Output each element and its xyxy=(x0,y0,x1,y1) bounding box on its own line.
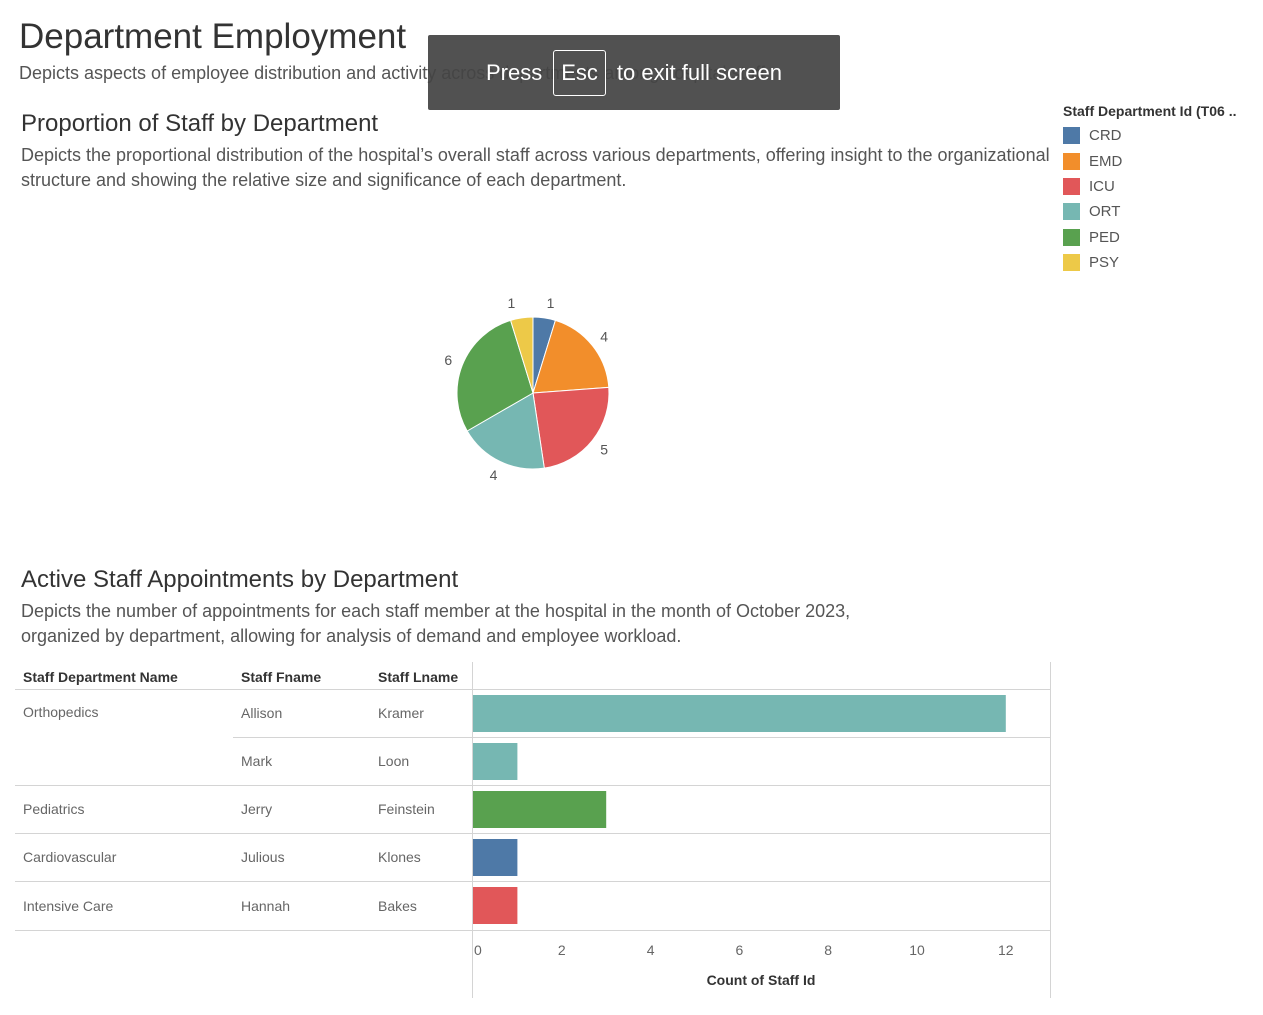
legend-swatch xyxy=(1063,177,1080,195)
x-tick-label: 4 xyxy=(647,942,655,958)
legend-label: EMD xyxy=(1089,152,1123,170)
row-4-lname[interactable]: Klones xyxy=(378,849,421,865)
legend-swatch xyxy=(1063,203,1080,221)
legend-item-icu[interactable]: ICU xyxy=(1063,174,1236,199)
row-2-lname[interactable]: Loon xyxy=(378,753,410,769)
bar-row-4[interactable] xyxy=(473,839,518,876)
row-5-lname[interactable]: Bakes xyxy=(378,898,417,914)
fullscreen-exit-banner: Press Esc to exit full screen xyxy=(428,35,840,110)
x-tick-label: 2 xyxy=(558,942,566,958)
department-legend[interactable]: Staff Department Id (T06 .. CRD EMD ICU … xyxy=(1063,103,1236,275)
esc-key-icon: Esc xyxy=(553,49,606,96)
legend-swatch xyxy=(1063,228,1080,246)
banner-exit-text: to exit full screen xyxy=(616,59,782,85)
bar-row-3[interactable] xyxy=(473,791,607,828)
legend-title[interactable]: Staff Department Id (T06 .. xyxy=(1063,103,1237,119)
row-3-department[interactable]: Pediatrics xyxy=(23,801,85,817)
x-axis-title[interactable]: Count of Staff Id xyxy=(707,972,816,988)
column-header-lname[interactable]: Staff Lname xyxy=(378,669,459,685)
x-tick-label: 12 xyxy=(998,942,1014,958)
legend-item-ped[interactable]: PED xyxy=(1063,225,1236,250)
appointments-section-description-line1: Depicts the number of appointments for e… xyxy=(21,601,851,621)
x-tick-label: 8 xyxy=(824,942,832,958)
legend-label: ICU xyxy=(1089,177,1115,195)
proportion-section-description: Depicts the proportional distribution of… xyxy=(21,145,1050,190)
bar-row-2[interactable] xyxy=(473,743,518,780)
legend-label: PED xyxy=(1089,228,1120,246)
proportion-section-title: Proportion of Staff by Department xyxy=(21,110,379,137)
legend-swatch xyxy=(1063,152,1080,170)
x-tick-label: 10 xyxy=(909,942,925,958)
row-1-lname[interactable]: Kramer xyxy=(378,705,424,721)
row-1-fname[interactable]: Allison xyxy=(241,705,283,721)
column-header-department[interactable]: Staff Department Name xyxy=(23,669,178,685)
x-tick-label: 0 xyxy=(474,942,482,958)
row-4-fname[interactable]: Julious xyxy=(241,849,285,865)
legend-label: PSY xyxy=(1089,254,1120,272)
x-tick-label: 6 xyxy=(736,942,744,958)
row-3-lname[interactable]: Feinstein xyxy=(378,801,435,817)
legend-label: ORT xyxy=(1089,203,1121,221)
row-5-fname[interactable]: Hannah xyxy=(241,898,291,914)
legend-swatch xyxy=(1063,254,1080,272)
legend-swatch xyxy=(1063,127,1080,145)
bar-row-5[interactable] xyxy=(473,887,518,924)
banner-press-text: Press xyxy=(485,59,543,85)
legend-item-crd[interactable]: CRD xyxy=(1063,123,1236,148)
bar-row-1[interactable] xyxy=(473,695,1006,732)
legend-item-emd[interactable]: EMD xyxy=(1063,148,1236,173)
row-5-department[interactable]: Intensive Care xyxy=(23,898,114,914)
legend-item-psy[interactable]: PSY xyxy=(1063,250,1236,275)
page-title: Department Employment xyxy=(19,17,407,56)
legend-label: CRD xyxy=(1089,127,1122,145)
appointments-section-description-line2: organized by department, allowing for an… xyxy=(21,626,682,646)
column-header-fname[interactable]: Staff Fname xyxy=(241,669,322,685)
row-4-department[interactable]: Cardiovascular xyxy=(23,849,117,865)
row-3-fname[interactable]: Jerry xyxy=(241,801,273,817)
legend-item-ort[interactable]: ORT xyxy=(1063,199,1236,224)
row-2-fname[interactable]: Mark xyxy=(241,753,273,769)
appointments-section-title: Active Staff Appointments by Department xyxy=(21,566,459,593)
row-1-department[interactable]: Orthopedics xyxy=(23,704,99,720)
